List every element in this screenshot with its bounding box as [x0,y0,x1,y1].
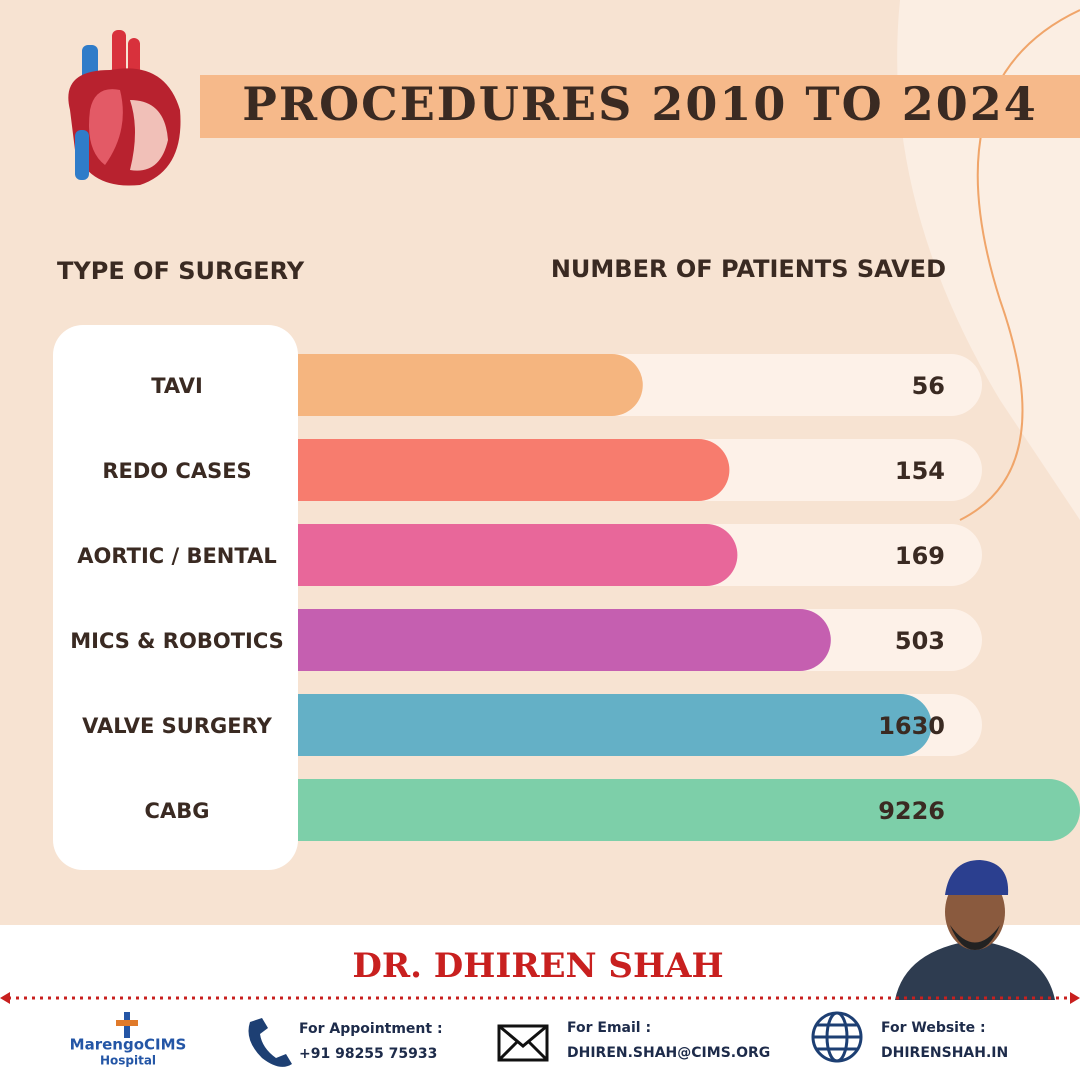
title-band [200,75,1080,138]
value-label: 154 [895,457,945,485]
logo-sub: Hospital [100,1054,156,1068]
category-label: REDO CASES [102,459,251,483]
value-header: NUMBER OF PATIENTS SAVED [551,255,946,283]
value-label: 1630 [878,712,945,740]
appointment-value: +91 98255 75933 [299,1046,437,1062]
globe-icon [811,1011,863,1063]
email-value: DHIREN.SHAH@CIMS.ORG [567,1045,770,1061]
doctor-photo [895,860,1055,1000]
category-label: AORTIC / BENTAL [77,544,276,568]
bar [298,354,643,416]
value-label: 503 [895,627,945,655]
chart-title: PROCEDURES 2010 TO 2024 [242,77,1037,131]
value-label: 169 [895,542,945,570]
doctor-name: DR. DHIREN SHAH [352,946,723,986]
bar [298,779,1080,841]
category-card [53,325,298,870]
value-label: 9226 [878,797,945,825]
category-label: MICS & ROBOTICS [70,629,284,653]
decor-line [959,9,1080,521]
bars: TAVI 56 REDO CASES 154 AORTIC / BENTAL 169 MIC… [70,354,1080,841]
category-label: TAVI [151,374,203,398]
mail-icon [497,1024,549,1062]
value-label: 56 [912,372,945,400]
bar [298,694,932,756]
website-value: DHIRENSHAH.IN [881,1045,1008,1061]
email-label: For Email : [567,1020,651,1036]
logo-icon [116,1012,138,1038]
logo-name: MarengoCIMS [70,1036,187,1054]
bar [298,524,738,586]
category-label: VALVE SURGERY [82,714,272,738]
website-label: For Website : [881,1020,986,1036]
category-header: TYPE OF SURGERY [57,257,305,285]
category-label: CABG [145,799,210,823]
heart-icon [68,30,181,186]
bar [298,609,831,671]
appointment-label: For Appointment : [299,1021,443,1037]
bar [298,439,730,501]
phone-icon [248,1018,292,1067]
